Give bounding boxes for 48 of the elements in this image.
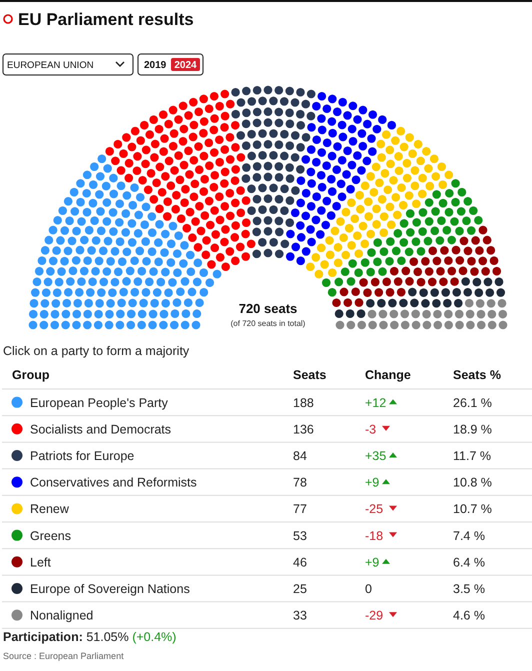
category-label: Nonaligned [30, 608, 94, 623]
category-label: Patriots for Europe [30, 449, 134, 463]
data-label: 77 [293, 502, 307, 516]
data-label: 84 [293, 449, 307, 463]
data-label: 7.4 % [453, 528, 485, 543]
text: Seats [293, 368, 326, 382]
category-label: European People's Party [30, 396, 169, 410]
category-label: Socialists and Democrats [30, 422, 172, 436]
category-label: Conservatives and Reformists [30, 476, 197, 490]
text: Participation: 51.05% (+0.4%) [3, 630, 176, 644]
category-label: Left [30, 555, 52, 570]
data-label: 18.9 % [453, 422, 492, 436]
data-label: 26.1 % [453, 396, 492, 410]
data-label: 78 [293, 476, 307, 490]
data-label: -25 [365, 502, 384, 516]
data-label: 188 [293, 396, 314, 410]
source-note: Source : European Parliament [3, 651, 124, 661]
data-label: 46 [293, 555, 307, 570]
data-label: +9 [365, 555, 380, 570]
data-label: 10.8 % [453, 476, 492, 490]
data-label: 33 [293, 608, 307, 623]
data-label: 10.7 % [453, 502, 492, 516]
year-toggle: 2019 2024 [138, 54, 204, 76]
data-label: 11.7 % [453, 449, 491, 463]
dropdown: EUROPEAN UNION [2, 54, 134, 76]
data-label: -3 [365, 422, 376, 436]
category-label: Europe of Sovereign Nations [30, 582, 190, 596]
text: Click on a party to form a majority [3, 344, 190, 358]
data-label: 6.4 % [453, 555, 485, 570]
data-label: 25 [293, 582, 307, 596]
text: Change [365, 368, 411, 382]
category-label: Greens [30, 528, 71, 543]
data-label: -29 [365, 608, 384, 623]
data-label: 136 [293, 422, 314, 436]
data-label: -18 [365, 528, 384, 543]
data-label: +9 [365, 476, 380, 490]
data-label: +12 [365, 396, 386, 410]
text: EU Parliament results [18, 10, 194, 29]
data-label: 3.5 % [453, 582, 485, 596]
legend-title: Group [12, 368, 50, 382]
category-label: Renew [30, 502, 70, 516]
text: 720 seats [238, 301, 298, 316]
data-label: 0 [365, 582, 372, 596]
data-label: 53 [293, 528, 307, 543]
text: Seats % [453, 368, 501, 382]
text: (of 720 seats in total) [230, 319, 306, 328]
data-label: +35 [365, 449, 386, 463]
data-label: 4.6 % [453, 608, 485, 623]
